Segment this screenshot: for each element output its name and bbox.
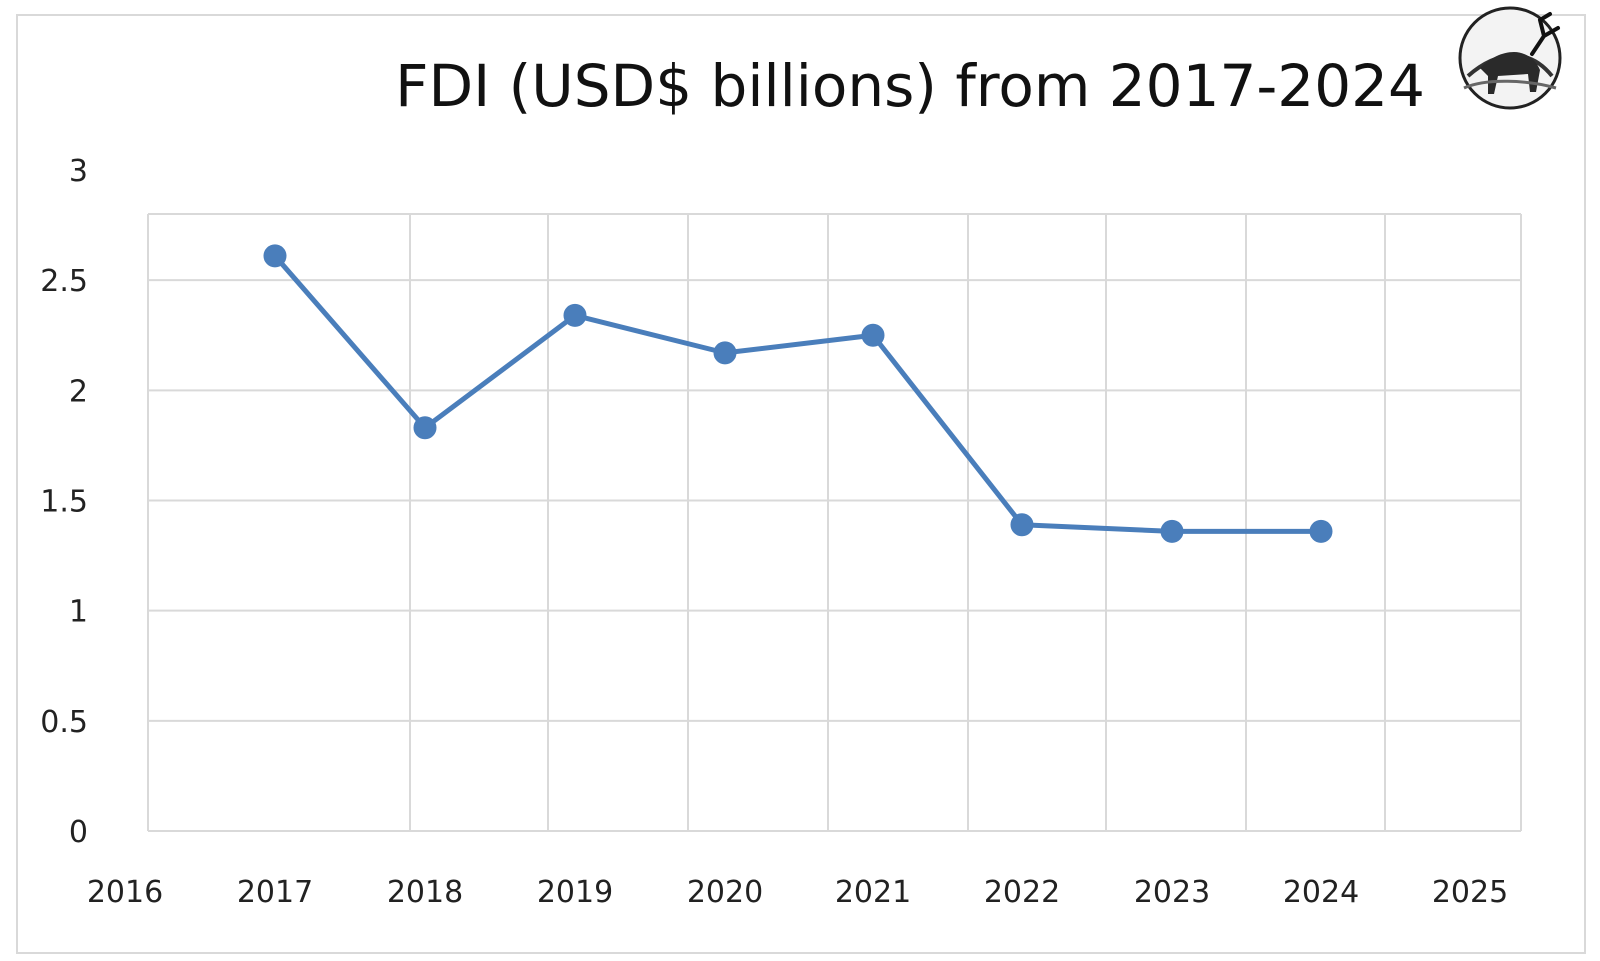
data-point [413,416,437,440]
kudu-antelope-emblem-icon [1458,6,1562,110]
y-tick-label: 1 [69,595,88,630]
y-tick-label: 1.5 [40,485,88,520]
y-tick-label: 2 [69,374,88,409]
data-point [563,303,587,327]
x-tick-label: 2016 [87,875,163,910]
x-tick-label: 2020 [687,875,763,910]
y-tick-label: 3 [69,154,88,189]
data-point [1010,513,1034,537]
x-tick-label: 2022 [984,875,1060,910]
data-point [263,244,287,268]
y-axis-ticks: 0 0.5 1 1.5 2 2.5 3 [40,154,88,850]
series-line [272,253,1324,534]
data-point [1160,519,1184,543]
y-tick-label: 0.5 [40,705,88,740]
x-tick-label: 2018 [387,875,463,910]
x-tick-label: 2021 [835,875,911,910]
data-point [1309,519,1333,543]
gridlines [147,213,1522,832]
data-point [861,323,885,347]
x-tick-label: 2025 [1432,875,1508,910]
x-tick-label: 2024 [1283,875,1359,910]
data-point [713,341,737,365]
x-tick-label: 2023 [1134,875,1210,910]
x-tick-label: 2017 [237,875,313,910]
chart-frame [16,14,1586,954]
x-axis-ticks: 2016 2017 2018 2019 2020 2021 2022 2023 2024 2025 [87,875,1508,910]
chart-title: FDI (USD$ billions) from 2017-2024 [395,52,1425,120]
y-tick-label: 0 [69,815,88,850]
y-tick-label: 2.5 [40,264,88,299]
x-tick-label: 2019 [537,875,613,910]
series-layer [263,244,1333,543]
